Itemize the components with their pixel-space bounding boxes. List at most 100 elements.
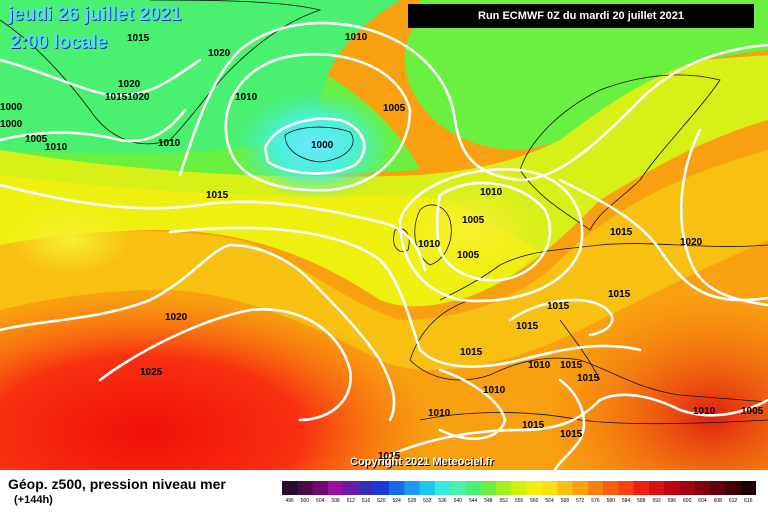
colorbar-swatch	[511, 481, 528, 495]
colorbar-swatch	[434, 481, 451, 495]
colorbar-tick-label: 572	[576, 498, 585, 504]
isobar-label: 1005	[457, 250, 480, 261]
isobar-label: 1010	[480, 187, 503, 198]
colorbar-tick-label: 548	[484, 498, 493, 504]
isobar-label: 1025	[140, 367, 163, 378]
isobar-label: 1015	[547, 301, 570, 312]
isobar-label: 1015	[577, 373, 600, 384]
colorbar-tick-label: 588	[637, 498, 646, 504]
colorbar-swatch	[664, 481, 680, 495]
colorbar-tick-label: 564	[545, 498, 554, 504]
isobar-label: 1015	[560, 429, 583, 440]
colorbar-tick-label: 532	[423, 498, 432, 504]
isobar-1025-azores	[98, 308, 352, 422]
lead-time: (+144h)	[14, 494, 53, 506]
isobar-1010-africa	[378, 393, 768, 462]
colorbar-swatch	[465, 481, 482, 495]
coast-iceland	[284, 126, 354, 163]
isobar-label: 1005	[383, 103, 406, 114]
copyright-notice: Copyright 2021 Meteociel.fr	[350, 456, 494, 468]
isobar-1020-azores	[0, 243, 396, 422]
colorbar-tick-label: 552	[500, 498, 509, 504]
colorbar-swatch	[297, 481, 313, 495]
isobar-label: 1010	[158, 138, 181, 149]
isobar-1010-north	[178, 21, 768, 182]
field-title: Géop. z500, pression niveau mer	[8, 476, 226, 492]
isobar-1010-iberia	[438, 368, 507, 441]
colorbar-swatch	[480, 481, 497, 495]
field-yellow-blob	[10, 205, 130, 275]
colorbar-swatch	[389, 481, 405, 495]
colorbar-swatch	[496, 481, 512, 495]
colorbar-tick-label: 608	[714, 498, 723, 504]
colorbar-tick-label: 580	[607, 498, 616, 504]
isobar-label: 1010	[483, 385, 506, 396]
isobar-1010-uk	[398, 168, 584, 303]
field-yellow-blob-2	[400, 185, 540, 275]
colorbar-swatch	[725, 481, 742, 495]
isobar-label: 1010	[693, 406, 716, 417]
coast-ireland	[393, 228, 410, 252]
colorbar-swatch	[679, 481, 696, 495]
isobar-label: 1015	[610, 227, 633, 238]
isobar-label: 1015	[560, 360, 583, 371]
colorbar-swatch	[282, 481, 298, 495]
colorbar-swatch	[603, 481, 619, 495]
isobar-label: 1015	[127, 33, 150, 44]
isobar-label: 1010	[45, 142, 68, 153]
isobar-label: 10151020	[105, 92, 150, 103]
model-run-info: Run ECMWF 0Z du mardi 20 juillet 2021	[408, 4, 754, 28]
isobar-label: 1000	[0, 102, 23, 113]
colorbar-tick-label: 560	[530, 498, 539, 504]
colorbar-swatch	[648, 481, 665, 495]
coast-italy	[559, 319, 601, 381]
isobar-label: 1010	[528, 360, 551, 371]
colorbar-swatch	[694, 481, 711, 495]
forecast-local-time: 2:00 locale	[10, 32, 108, 53]
colorbar-swatch	[618, 481, 635, 495]
colorbar-swatch	[450, 481, 466, 495]
colorbar: 496 500 504 508 512 516 520 524 528 532 536 540 544 5…	[282, 481, 756, 504]
colorbar-tick-label: 524	[393, 498, 402, 504]
colorbar-tick-label: 576	[591, 498, 600, 504]
isobar-label: 1000	[311, 140, 334, 151]
colorbar-tick-label: 528	[408, 498, 417, 504]
colorbar-swatch	[526, 481, 543, 495]
colorbar-tick-label: 592	[652, 498, 661, 504]
colorbar-swatch	[373, 481, 390, 495]
colorbar-swatch	[358, 481, 375, 495]
isobar-label: 1015	[206, 190, 229, 201]
colorbar-swatch	[541, 481, 558, 495]
colorbar-tick-label: 584	[622, 498, 631, 504]
colorbar-tick-label: 616	[744, 498, 753, 504]
colorbar-tick-label: 496	[285, 498, 294, 504]
field-low-iceland	[235, 90, 395, 200]
isobar-label: 1010	[345, 32, 368, 43]
colorbar-tick-label: 516	[362, 498, 371, 504]
isobars	[0, 21, 768, 470]
colorbar-tick-label: 604	[698, 498, 707, 504]
colorbar-tick-label: 536	[438, 498, 447, 504]
isobar-1015-greenland	[0, 58, 202, 97]
colorbar-tick-label: 612	[729, 498, 738, 504]
colorbar-swatch	[343, 481, 359, 495]
isobar-1010-med	[553, 378, 586, 470]
isobar-label: 1015	[460, 347, 483, 358]
colorbar-tick-label: 520	[377, 498, 386, 504]
isobar-label: 1010	[235, 92, 258, 103]
isobar-labels: 1015 1020 1010 1020 10151020 1010 1005 1…	[0, 32, 764, 462]
isobar-label: 1015	[522, 420, 545, 431]
colorbar-swatch	[587, 481, 604, 495]
isobar-label: 1005	[741, 406, 764, 417]
colorbar-tick-label: 504	[316, 498, 325, 504]
isobar-label: 1005	[462, 215, 485, 226]
isobar-label: 1020	[165, 312, 188, 323]
isobar-1020-russia	[680, 128, 768, 307]
colorbar-tick-label: 544	[469, 498, 478, 504]
field-yellow	[0, 55, 768, 302]
colorbar-swatch	[572, 481, 589, 495]
isobar-label: 1015	[516, 321, 539, 332]
isobar-label: 1015	[378, 451, 401, 462]
isobar-label: 1010	[418, 239, 441, 250]
isobar-1000	[263, 117, 366, 175]
